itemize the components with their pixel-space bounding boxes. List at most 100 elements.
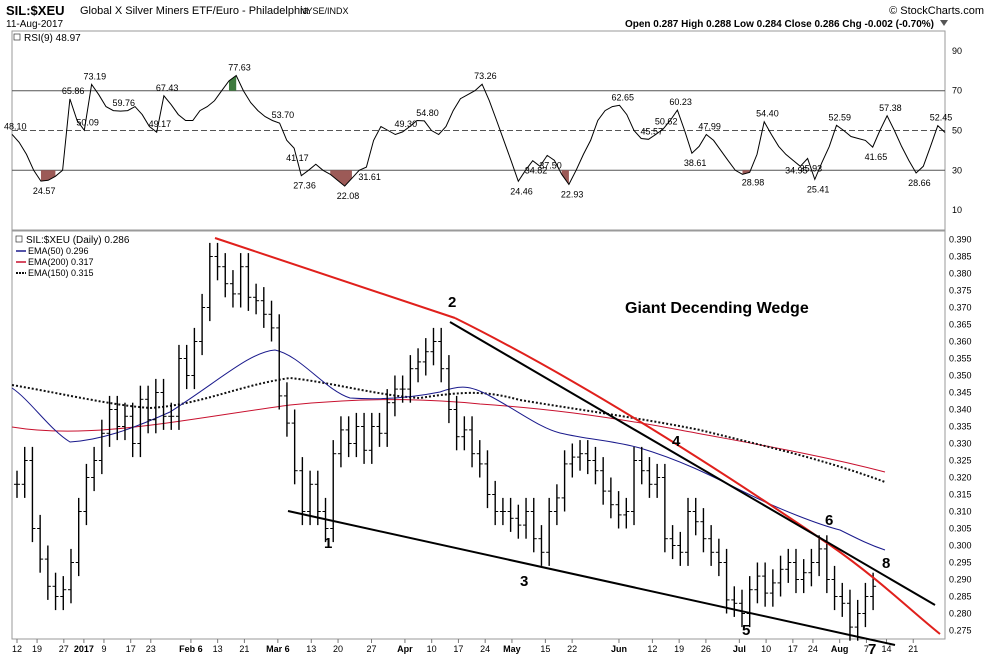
price-y-tick-label: 0.275: [949, 626, 972, 636]
price-y-tick-label: 0.285: [949, 592, 972, 602]
rsi-peak-label: 59.76: [112, 98, 135, 108]
ohlc-bar: [669, 525, 676, 560]
price-y-tick-label: 0.340: [949, 405, 972, 415]
ohlc-bar: [800, 559, 807, 594]
ohlc-bar: [561, 450, 568, 512]
rsi-peak-label: 24.57: [33, 186, 56, 196]
wave-label-7: 7: [868, 641, 876, 657]
ohlc-bar: [345, 416, 352, 458]
price-y-tick-label: 0.365: [949, 320, 972, 330]
ohlc-bar: [129, 402, 136, 458]
ohlc-bar: [762, 562, 769, 607]
ohlc-bar: [808, 548, 815, 587]
ohlc-bar: [546, 497, 553, 566]
x-tick-label: 10: [427, 644, 437, 654]
exchange-label: NYSE/INDX: [300, 6, 349, 16]
wedge-title-annotation: Giant Decending Wedge: [625, 300, 809, 317]
price-y-tick-label: 0.310: [949, 507, 972, 517]
ema200-line: [11, 399, 886, 473]
x-tick-label: 13: [213, 644, 223, 654]
x-tick-label: 13: [306, 644, 316, 654]
ohlc-bar: [746, 576, 753, 628]
rsi-peak-label: 27.36: [293, 181, 316, 191]
x-tick-label: Jun: [611, 644, 627, 654]
x-tick-label: 15: [540, 644, 550, 654]
rsi-oversold-fill: [40, 170, 56, 182]
wave-label-4: 4: [672, 433, 681, 450]
ohlc-bar: [91, 446, 98, 492]
ohlc-bar: [422, 338, 429, 376]
ohlc-bar: [569, 443, 576, 478]
expand-arrow-icon[interactable]: [940, 20, 948, 26]
rsi-grid: [12, 90, 945, 171]
ohlc-bar: [831, 565, 838, 611]
ohlc-bar: [160, 378, 167, 430]
rsi-peak-label: 41.65: [865, 152, 888, 162]
ohlc-bar: [499, 497, 506, 526]
ohlc-bar: [839, 582, 846, 617]
x-tick-label: 21: [239, 644, 249, 654]
ohlc-bar: [769, 569, 776, 607]
ohlc-bar: [677, 531, 684, 566]
rsi-line: [11, 74, 946, 187]
rsi-peak-label: 34.95: [785, 165, 808, 175]
ohlc-bar: [607, 477, 614, 519]
rsi-peak-label: 48.10: [4, 121, 27, 131]
ohlc-bar: [600, 457, 607, 505]
rsi-peak-label: 53.70: [272, 110, 295, 120]
ohlc-bar: [453, 395, 460, 451]
ohlc-bar: [638, 446, 645, 485]
ohlc-bar: [430, 327, 437, 366]
price-y-tick-label: 0.290: [949, 575, 972, 585]
rsi-peak-label: 45.57: [640, 126, 663, 136]
rsi-peak-label: 73.19: [84, 71, 107, 81]
rsi-peak-label: 73.26: [474, 71, 497, 81]
ohlc-bar: [754, 562, 761, 604]
rsi-peak-label: 60.23: [669, 97, 692, 107]
rsi-peak-label: 24.46: [510, 186, 533, 196]
price-y-tick-label: 0.355: [949, 354, 972, 364]
wave-label-3: 3: [520, 573, 528, 590]
rsi-fills: [40, 75, 750, 187]
ohlc-bar: [183, 344, 190, 390]
rsi-peak-label: 47.99: [698, 121, 721, 131]
ema50-legend: EMA(50) 0.296: [28, 246, 89, 256]
ohlc-bar: [461, 416, 468, 451]
rsi-y-tick-label: 50: [952, 126, 962, 136]
rsi-peak-label: 62.65: [612, 92, 635, 102]
rsi-overbought-fill: [228, 75, 237, 91]
ohlc-bar: [631, 446, 638, 526]
ohlc-bar: [507, 497, 514, 532]
ohlc-bar: [523, 497, 530, 539]
x-tick-label: 17: [453, 644, 463, 654]
ohlc-bar: [121, 402, 128, 441]
upper-resistance-curve: [454, 317, 941, 635]
ema50-line: [11, 349, 886, 551]
ohlc-bar: [654, 463, 661, 498]
ohlc-bar: [792, 548, 799, 594]
price-y-tick-label: 0.350: [949, 371, 972, 381]
price-y-tick-label: 0.380: [949, 269, 972, 279]
rsi-peak-label: 35.93: [800, 163, 823, 173]
x-tick-label: 7: [864, 644, 869, 654]
x-tick-label: 12: [647, 644, 657, 654]
ohlc-bar: [237, 253, 244, 308]
x-axis-labels: 12 19 27 2017 9 17 23 Feb 6 13 21 Mar 6 13 20 27 Apr 10…: [12, 644, 918, 654]
rsi-peak-label: 77.63: [228, 63, 251, 73]
price-y-tick-label: 0.390: [949, 235, 972, 245]
wave-label-2: 2: [448, 294, 456, 311]
price-y-tick-label: 0.335: [949, 422, 972, 432]
ohlc-bar: [700, 508, 707, 553]
ohlc-bar: [37, 514, 44, 573]
rsi-y-tick-label: 90: [952, 46, 962, 56]
ohlc-bar: [191, 327, 198, 390]
ohlc-bar: [337, 416, 344, 468]
price-y-tick-label: 0.315: [949, 490, 972, 500]
ohlc-bar: [245, 253, 252, 311]
ohlc-bar: [623, 497, 630, 529]
x-tick-label: 27: [366, 644, 376, 654]
rsi-peak-label: 25.41: [807, 184, 830, 194]
price-y-tick-label: 0.295: [949, 558, 972, 568]
ohlc-bar: [530, 497, 537, 553]
